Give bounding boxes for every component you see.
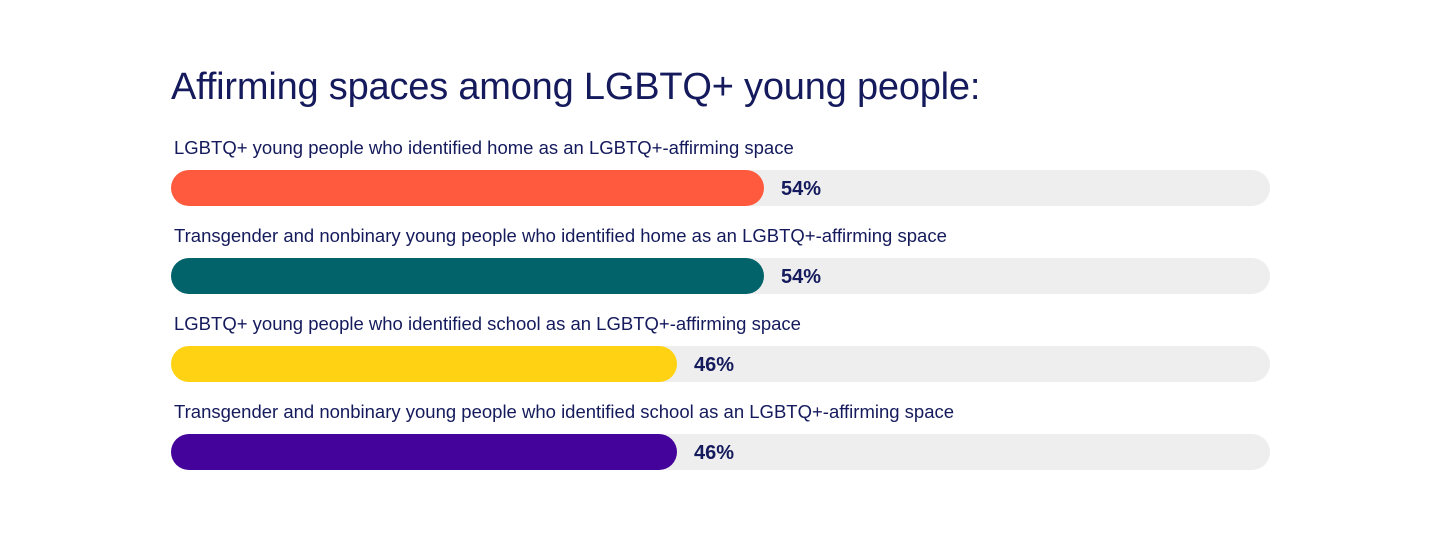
bar-track: 46% bbox=[171, 434, 1270, 470]
bar-fill bbox=[171, 170, 764, 206]
bar-value-label: 54% bbox=[781, 266, 822, 288]
bar-track: 54% bbox=[171, 258, 1270, 294]
bar-label: LGBTQ+ young people who identified home … bbox=[174, 137, 794, 158]
bar-row: LGBTQ+ young people who identified home … bbox=[171, 136, 1271, 206]
bar-track: 54% bbox=[171, 170, 1270, 206]
bar-label: Transgender and nonbinary young people w… bbox=[174, 401, 955, 422]
bar-fill bbox=[171, 434, 677, 470]
bar-row: LGBTQ+ young people who identified schoo… bbox=[171, 312, 1271, 382]
bar-value-label: 46% bbox=[694, 354, 735, 376]
bar-row: Transgender and nonbinary young people w… bbox=[171, 400, 1271, 470]
bar-row: Transgender and nonbinary young people w… bbox=[171, 224, 1271, 294]
bar-label: Transgender and nonbinary young people w… bbox=[174, 225, 947, 246]
bar-value-label: 46% bbox=[694, 442, 735, 464]
bar-fill bbox=[171, 346, 677, 382]
bar-label: LGBTQ+ young people who identified schoo… bbox=[174, 313, 801, 334]
bar-track: 46% bbox=[171, 346, 1270, 382]
chart-title: Affirming spaces among LGBTQ+ young peop… bbox=[171, 66, 981, 108]
bar-value-label: 54% bbox=[781, 178, 822, 200]
bar-fill bbox=[171, 258, 764, 294]
bar-chart: Affirming spaces among LGBTQ+ young peop… bbox=[171, 0, 1271, 547]
